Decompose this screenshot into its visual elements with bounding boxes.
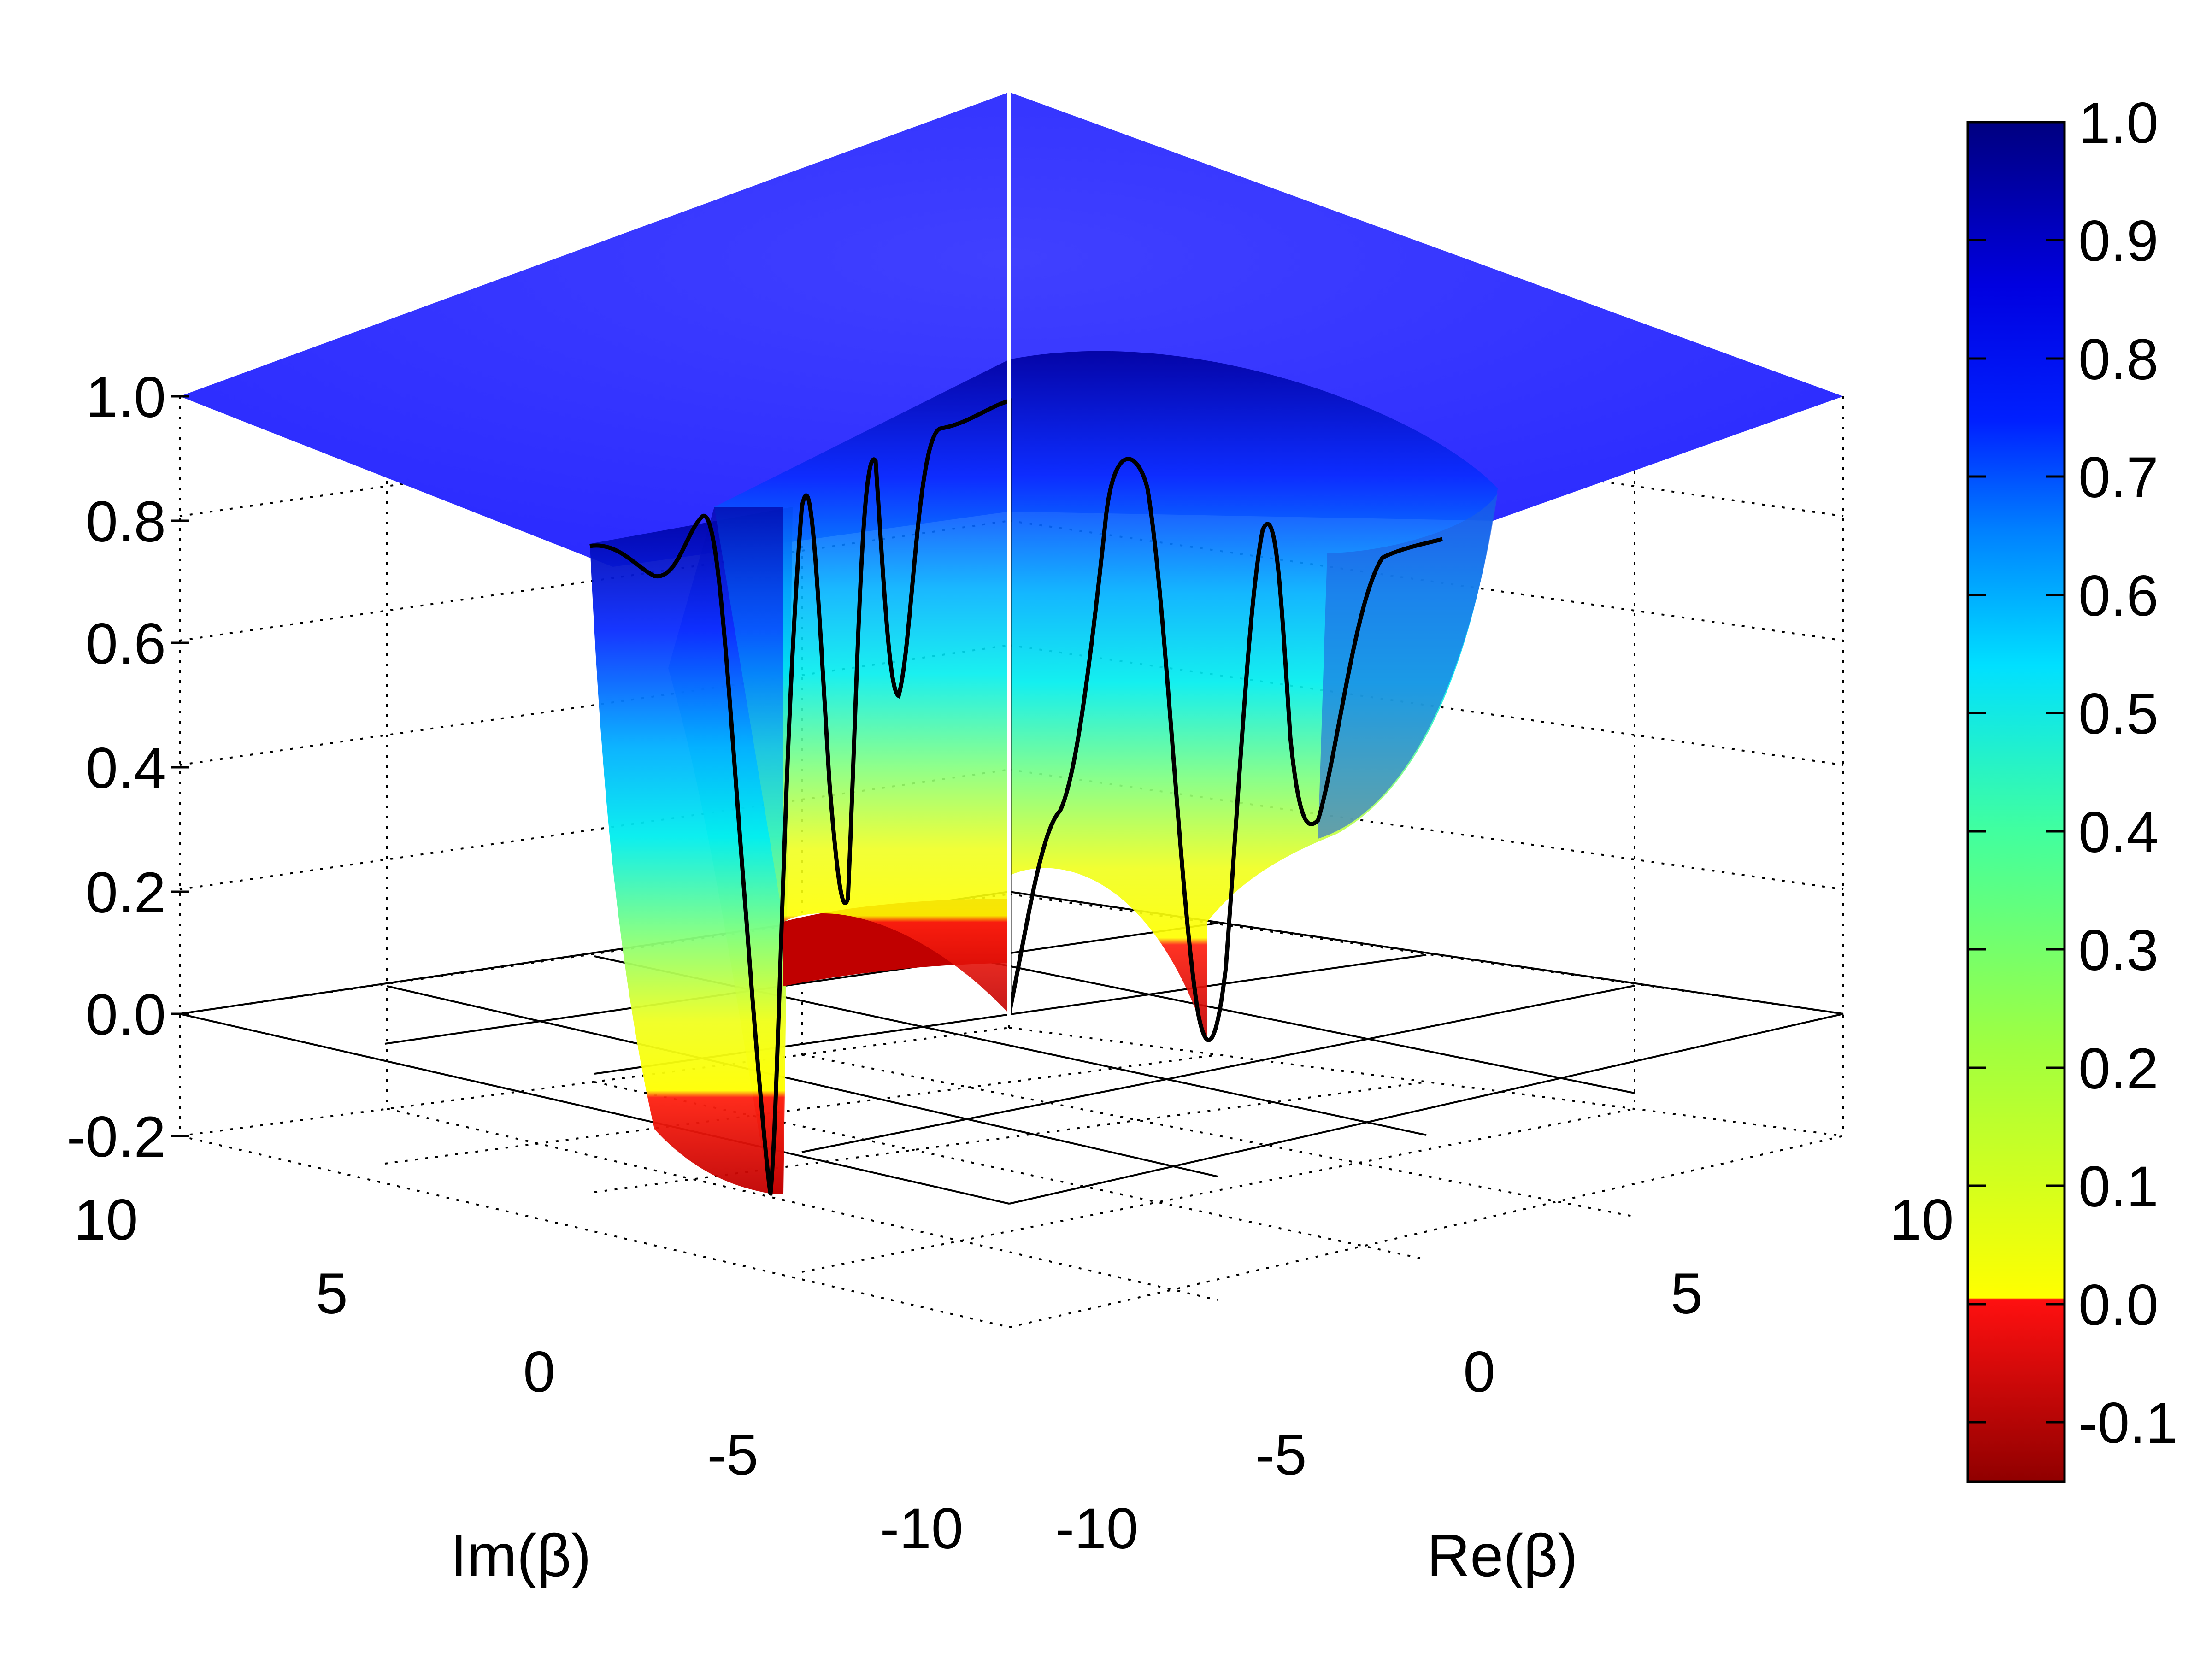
colorbar-tick-labels: 1.0 0.9 0.8 0.7 0.6 0.5 0.4 0.3 0.2 0.1 … (2078, 91, 2177, 1455)
x-tick-labels: -10 -5 0 5 10 (1055, 1188, 1954, 1561)
z-tick-label: 0.4 (86, 736, 166, 800)
colorbar-tick-label: 0.7 (2078, 446, 2159, 510)
y-tick-label: -10 (880, 1497, 964, 1561)
colorbar-tick-label: 0.5 (2078, 682, 2159, 746)
colorbar-tick-label: 0.1 (2078, 1155, 2159, 1219)
x-tick-label: -10 (1055, 1497, 1139, 1561)
y-axis-title: Im(β) (450, 1522, 591, 1589)
colorbar-tick-label: 0.6 (2078, 564, 2159, 628)
y-tick-label: 10 (74, 1188, 138, 1252)
colorbar-tick-label: 0.8 (2078, 328, 2159, 392)
x-axis-title: Re(β) (1427, 1522, 1578, 1589)
z-tick-label: 0.8 (86, 490, 166, 554)
z-tick-label: 0.2 (86, 861, 166, 925)
colorbar: 1.0 0.9 0.8 0.7 0.6 0.5 0.4 0.3 0.2 0.1 … (1966, 91, 2177, 1483)
colorbar-tick-label: 0.3 (2078, 918, 2159, 982)
right-outer-wall (1318, 493, 1498, 839)
y-tick-labels: 10 5 0 -5 -10 (74, 1188, 963, 1561)
x-tick-label: 0 (1463, 1340, 1495, 1404)
z-tick-label: 0.6 (86, 612, 166, 676)
colorbar-tick-label: 0.2 (2078, 1037, 2159, 1101)
y-tick-label: 0 (523, 1340, 555, 1404)
colorbar-gradient (1966, 121, 2066, 1483)
center-wall (714, 359, 1009, 1014)
colorbar-tick-label: 0.9 (2078, 209, 2159, 273)
z-tick-labels: 1.0 0.8 0.6 0.4 0.2 0.0 -0.2 (67, 365, 166, 1169)
x-tick-label: -5 (1255, 1423, 1306, 1487)
colorbar-tick-label: 0.0 (2078, 1273, 2159, 1337)
z-tick-label: 1.0 (86, 365, 166, 429)
floor-grid (179, 1027, 1844, 1328)
z-axis-ticks (171, 395, 189, 1137)
y-tick-label: 5 (316, 1262, 348, 1326)
x-tick-label: 10 (1889, 1188, 1953, 1252)
profile-curve (589, 398, 1443, 1196)
zero-plane-grid (179, 891, 1844, 1205)
y-tick-label: -5 (707, 1423, 758, 1487)
right-wall (1009, 351, 1498, 1041)
colorbar-tick-label: 0.4 (2078, 800, 2159, 865)
z-tick-label: 0.0 (86, 983, 166, 1047)
x-tick-label: 5 (1671, 1262, 1703, 1326)
colorbar-tick-label: 1.0 (2078, 91, 2159, 155)
z-tick-label: -0.2 (67, 1105, 166, 1169)
colorbar-tick-label: -0.1 (2078, 1391, 2177, 1455)
